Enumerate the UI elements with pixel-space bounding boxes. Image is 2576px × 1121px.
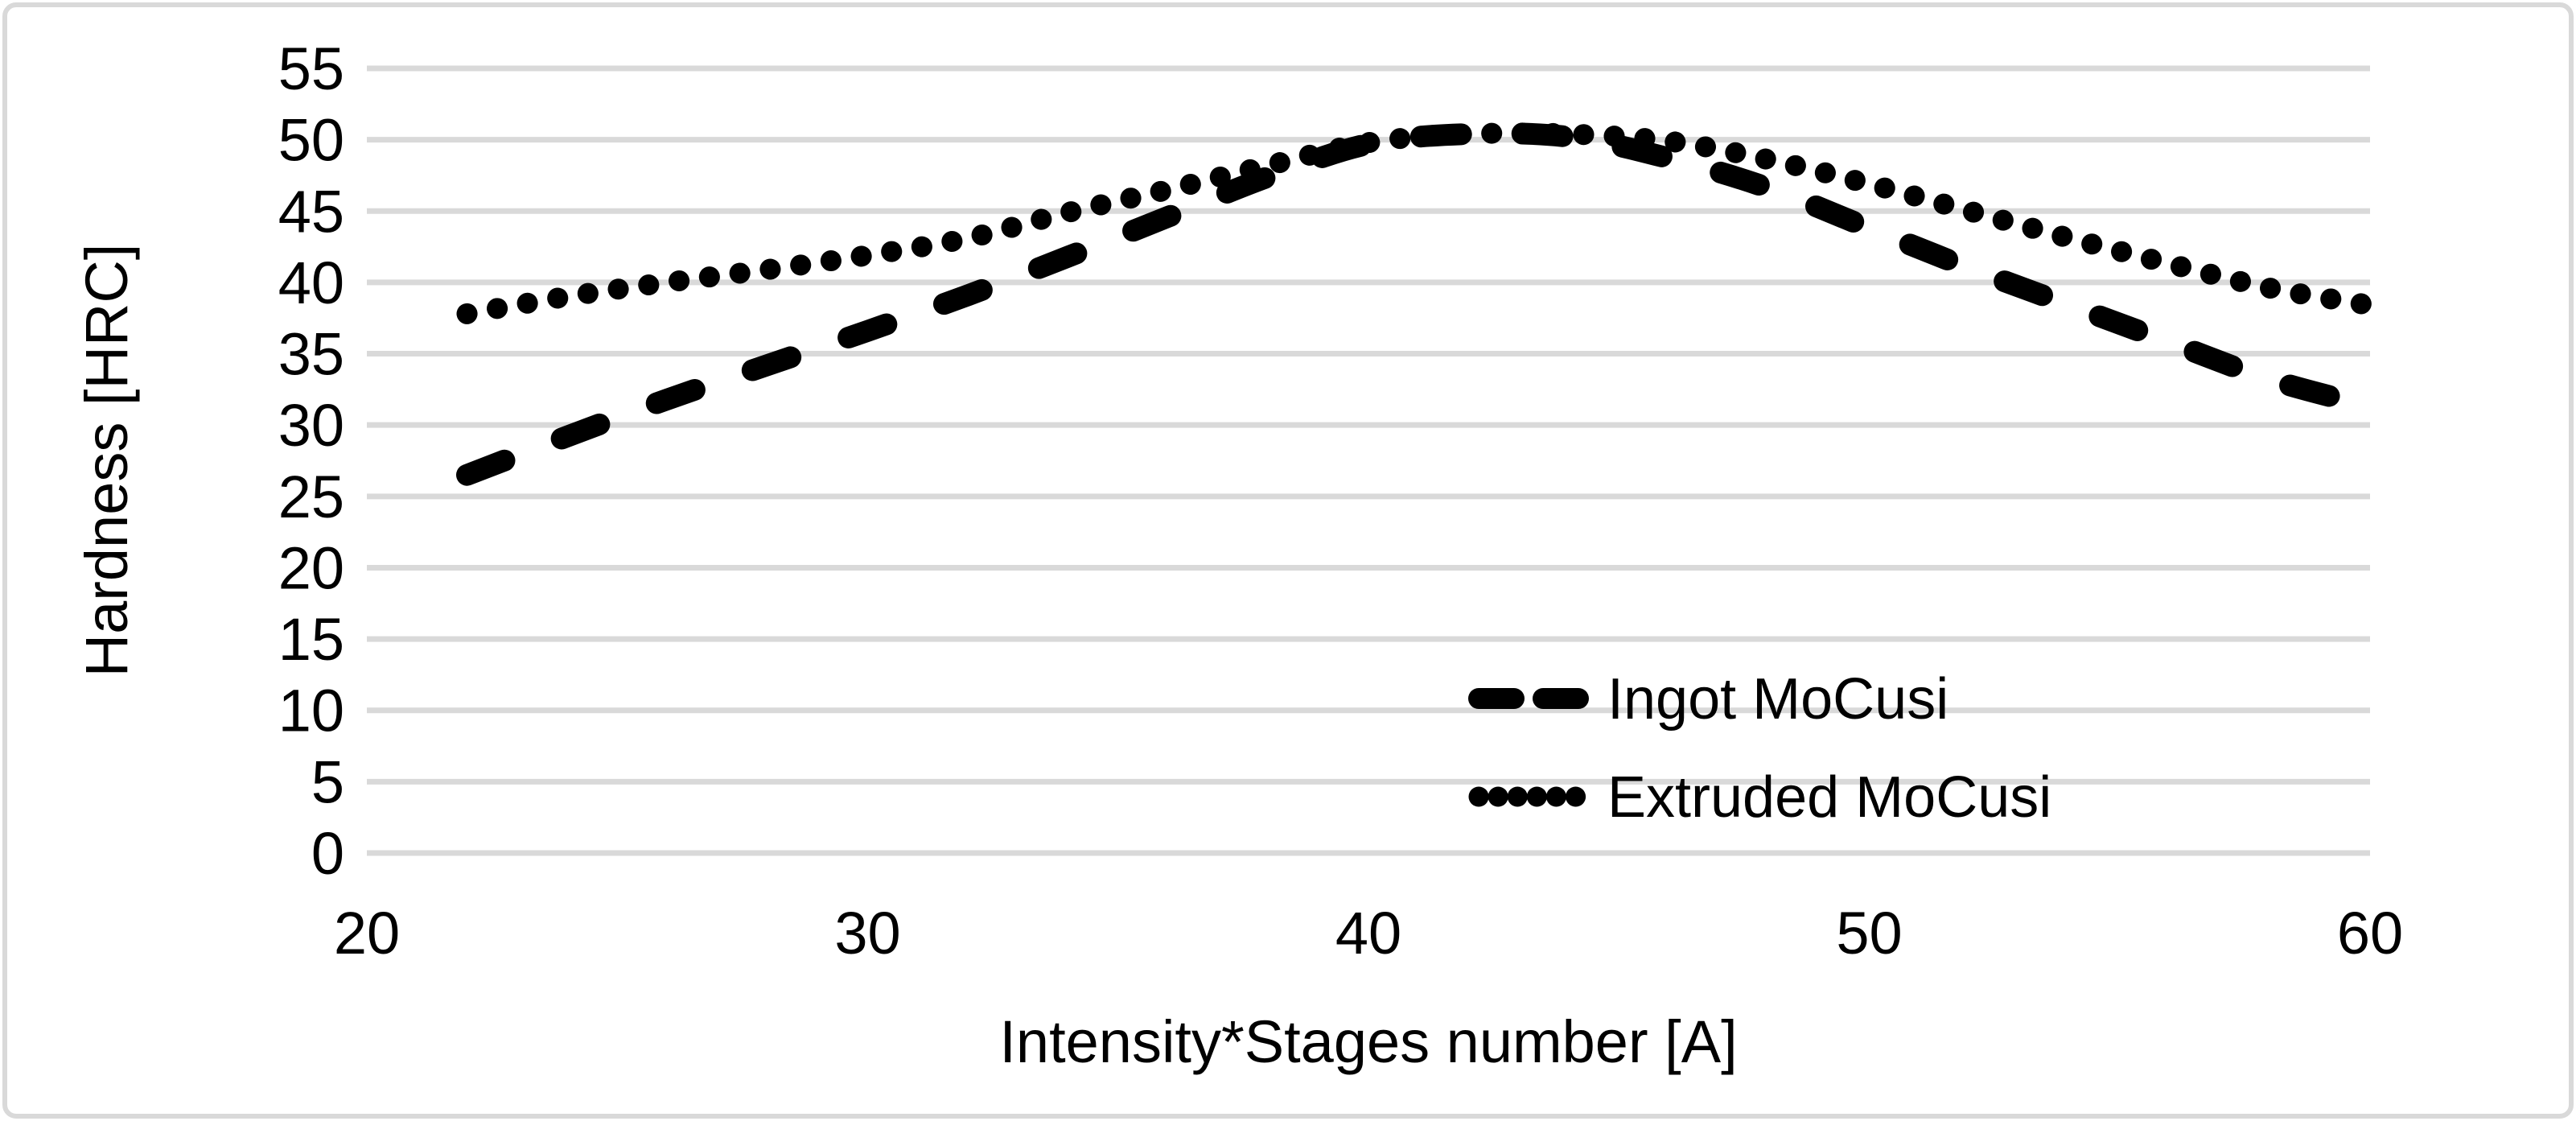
legend-item-extruded: Extruded MoCusi <box>1468 765 2051 830</box>
y-tick-label: 30 <box>278 392 344 459</box>
y-tick-label: 5 <box>311 748 344 815</box>
x-axis-tick-labels: 20 30 40 50 60 <box>334 900 2403 966</box>
y-tick-label: 40 <box>278 249 344 316</box>
legend: Ingot MoCusi Extruded MoCusi <box>1468 667 2051 830</box>
y-tick-label: 55 <box>278 35 344 102</box>
legend-label-extruded: Extruded MoCusi <box>1607 765 2051 830</box>
x-tick-label: 40 <box>1335 900 1401 966</box>
x-tick-label: 60 <box>2337 900 2403 966</box>
y-tick-label: 0 <box>311 820 344 887</box>
y-tick-label: 45 <box>278 178 344 245</box>
legend-item-ingot: Ingot MoCusi <box>1468 667 1948 732</box>
y-tick-label: 20 <box>278 534 344 601</box>
x-tick-label: 20 <box>334 900 400 966</box>
series-line-ingot-mocusi <box>456 122 2381 486</box>
y-tick-label: 50 <box>278 107 344 174</box>
gridlines <box>367 65 2370 856</box>
y-tick-label: 35 <box>278 321 344 388</box>
x-axis-title: Intensity*Stages number [A] <box>999 1008 1737 1075</box>
y-tick-label: 15 <box>278 606 344 673</box>
x-tick-label: 30 <box>834 900 900 966</box>
x-tick-label: 50 <box>1836 900 1902 966</box>
series-line-extruded-mocusi <box>456 122 2381 324</box>
y-axis-title: Hardness [HRC] <box>73 244 140 678</box>
y-tick-label: 25 <box>278 464 344 530</box>
y-tick-label: 10 <box>278 678 344 744</box>
legend-label-ingot: Ingot MoCusi <box>1607 667 1948 732</box>
